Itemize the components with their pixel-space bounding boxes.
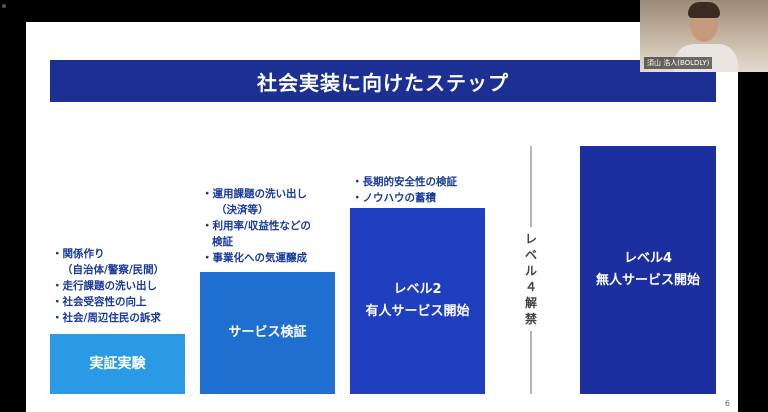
step-3-label-line-1: レベル2 [393, 282, 442, 297]
slide-title-band: 社会実装に向けたステップ [50, 60, 716, 102]
bullet-item: ・長期的安全性の検証 [352, 176, 457, 188]
webcam-thumbnail[interactable]: 須山 浩人(BOLDLY) [640, 0, 768, 72]
bullet-item: ・運用課題の洗い出し [202, 188, 307, 200]
bullet-item: （決済等） [216, 204, 269, 216]
step-4-label-line-2: 無人サービス開始 [595, 273, 700, 288]
participant-hair [688, 2, 720, 18]
divider-char: ４ [524, 280, 537, 294]
divider-char: 禁 [524, 312, 537, 326]
level4-divider-label: レ ベ ル ４ 解 禁 [520, 227, 542, 331]
step-2-block: サービス検証 [200, 272, 335, 394]
step-1-label: 実証実験 [89, 356, 146, 372]
bullet-item: ・社会/周辺住民の訴求 [52, 312, 161, 324]
slide-title: 社会実装に向けたステップ [257, 70, 509, 95]
step-3-bullets: ・長期的安全性の検証 ・ノウハウの蓄積 [352, 174, 457, 206]
step-2-bullets: ・運用課題の洗い出し （決済等） ・利用率/収益性などの 検証 ・事業化への気運… [202, 186, 311, 266]
bullet-item: ・利用率/収益性などの [202, 220, 311, 232]
divider-char: ル [524, 264, 537, 278]
bullet-item: ・事業化への気運醸成 [202, 252, 307, 264]
bullet-item: （自治体/警察/民間） [62, 264, 165, 276]
bullet-item: ・関係作り [52, 248, 105, 260]
step-3-label-line-2: 有人サービス開始 [365, 304, 470, 319]
divider-char: 解 [524, 296, 537, 310]
step-2-label: サービス検証 [228, 325, 307, 340]
bullet-item: ・社会受容性の向上 [52, 296, 147, 308]
step-4-label-line-1: レベル4 [623, 251, 673, 266]
presentation-slide: 社会実装に向けたステップ ・関係作り （自治体/警察/民間） ・走行課題の洗い出… [26, 22, 738, 412]
bullet-item: ・ノウハウの蓄積 [352, 192, 436, 204]
bullet-item: 検証 [212, 236, 233, 248]
slide-page-number: 6 [724, 399, 730, 408]
divider-char: ベ [524, 248, 537, 262]
step-1-block: 実証実験 [50, 334, 185, 394]
divider-char: レ [524, 232, 537, 246]
step-4-block: レベル4 無人サービス開始 [580, 146, 716, 394]
participant-name-tag: 須山 浩人(BOLDLY) [644, 57, 713, 69]
step-1-bullets: ・関係作り （自治体/警察/民間） ・走行課題の洗い出し ・社会受容性の向上 ・… [52, 246, 164, 326]
step-3-block: レベル2 有人サービス開始 [350, 208, 485, 394]
window-indicator-icon [2, 4, 6, 8]
bullet-item: ・走行課題の洗い出し [52, 280, 157, 292]
